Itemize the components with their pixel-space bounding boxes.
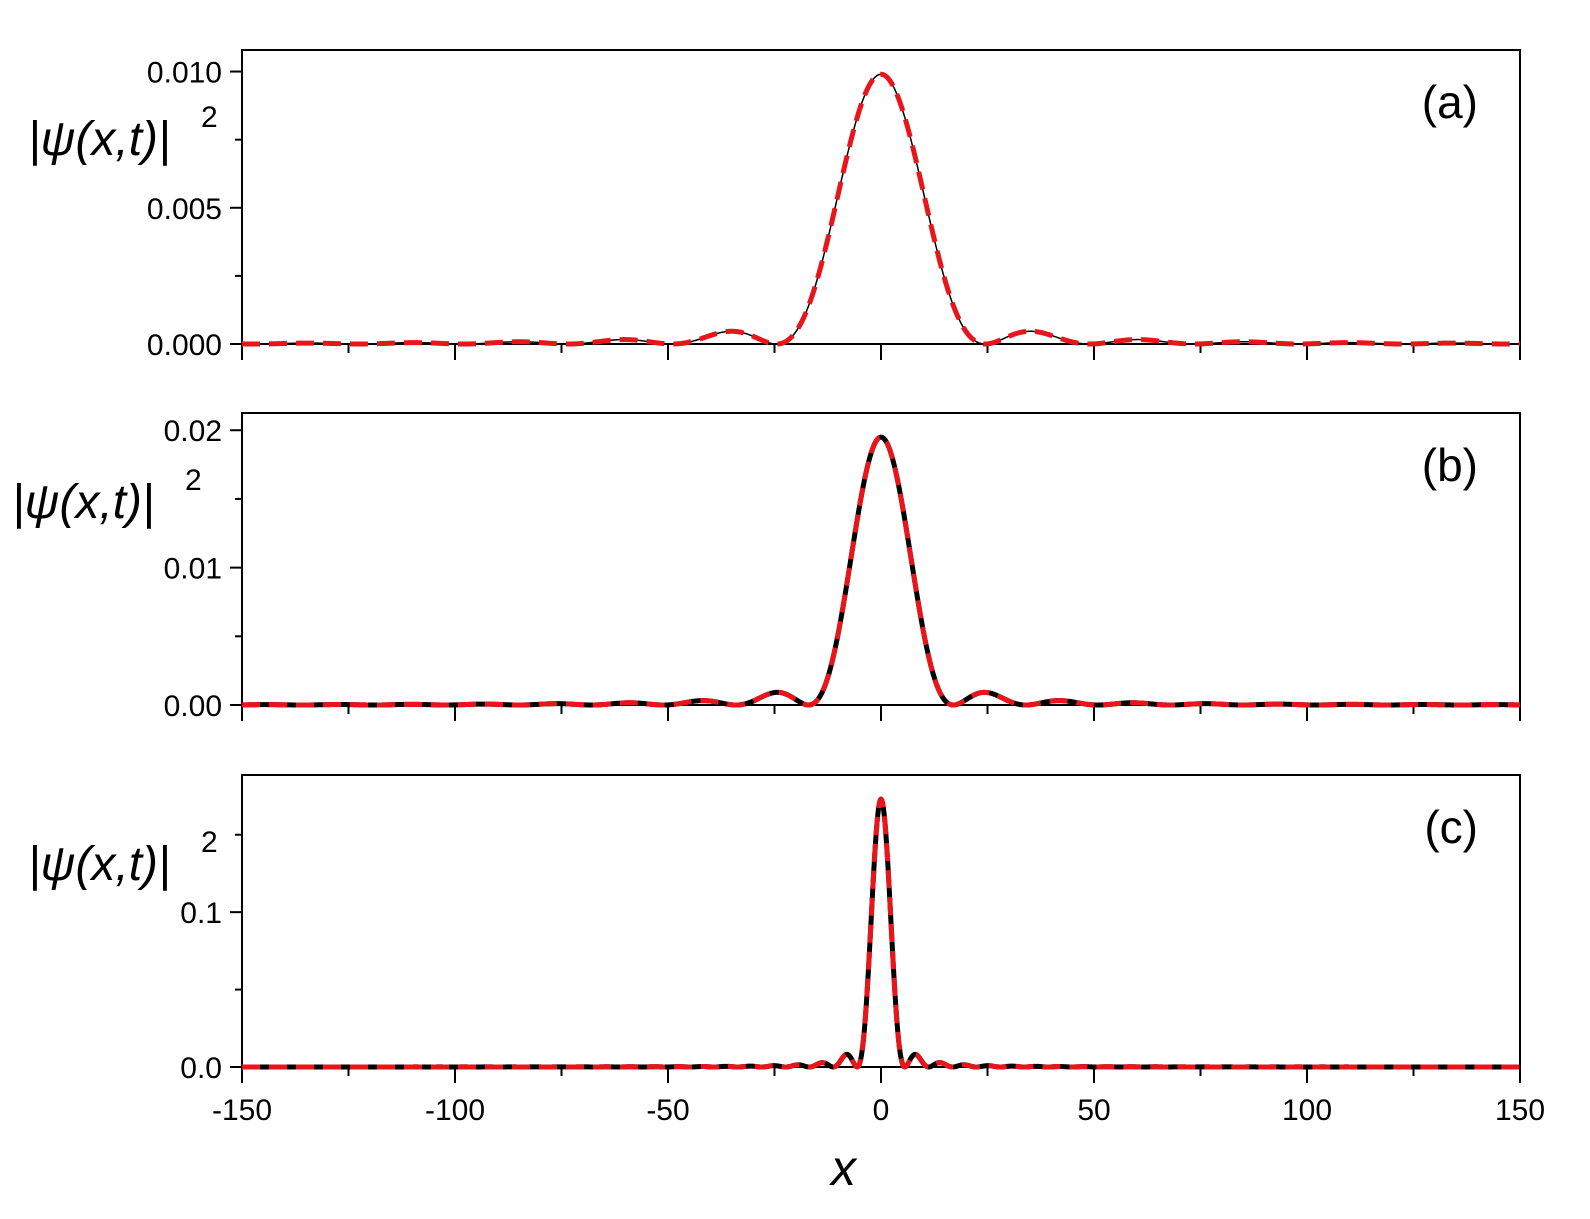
x-tick-label: 0: [873, 1094, 890, 1127]
y-tick-label: 0.005: [147, 193, 222, 226]
series-line-black: [241, 73, 1521, 345]
y-tick-label: 0.02: [164, 415, 222, 448]
y-tick-label: 0.01: [164, 553, 222, 586]
y-tick-label: 0.0: [180, 1052, 222, 1085]
panel-1: 0.000 0.005 0.010 (a) |ψ(x,t)| 2: [28, 49, 1522, 362]
series-line-red-dashed: [240, 434, 1522, 708]
y-axis-label-exponent: 2: [201, 101, 218, 134]
y-tick-label: 0.1: [180, 897, 222, 930]
panel-3: 0.0 0.1 -150 -100 -50 0 50 100 150 (c) |ψ(x,t)| 2 x: [28, 774, 1545, 1196]
y-axis-label: |ψ(x,t)|: [28, 113, 171, 166]
y-axis-label-exponent: 2: [185, 464, 202, 497]
series-line-black: [240, 434, 1522, 708]
series-line-black: [240, 796, 1522, 1070]
panel-2: 0.00 0.01 0.02 (b) |ψ(x,t)| 2: [12, 412, 1522, 723]
x-axis-label: x: [829, 1140, 858, 1196]
y-tick-label: 0.010: [147, 57, 222, 90]
x-tick-label: -100: [425, 1094, 485, 1127]
plot-frame: [241, 774, 1521, 1068]
y-tick-label: 0.000: [147, 329, 222, 362]
panel-label: (c): [1424, 801, 1478, 853]
panel-label: (a): [1422, 76, 1478, 128]
y-tick-label: 0.00: [164, 690, 222, 723]
series-line-red-dashed: [240, 71, 1522, 347]
y-axis-label: |ψ(x,t)|: [28, 838, 171, 891]
x-tick-label: -150: [212, 1094, 272, 1127]
y-axis-label-exponent: 2: [201, 826, 218, 859]
x-tick-label: 100: [1282, 1094, 1332, 1127]
plot-frame: [241, 412, 1521, 706]
panel-label: (b): [1422, 439, 1478, 491]
plot-frame: [241, 49, 1521, 345]
x-tick-label: -50: [646, 1094, 689, 1127]
x-tick-label: 150: [1495, 1094, 1545, 1127]
series-line-red-dashed: [240, 796, 1522, 1070]
x-tick-label: 50: [1077, 1094, 1110, 1127]
y-axis-label: |ψ(x,t)|: [12, 476, 155, 529]
